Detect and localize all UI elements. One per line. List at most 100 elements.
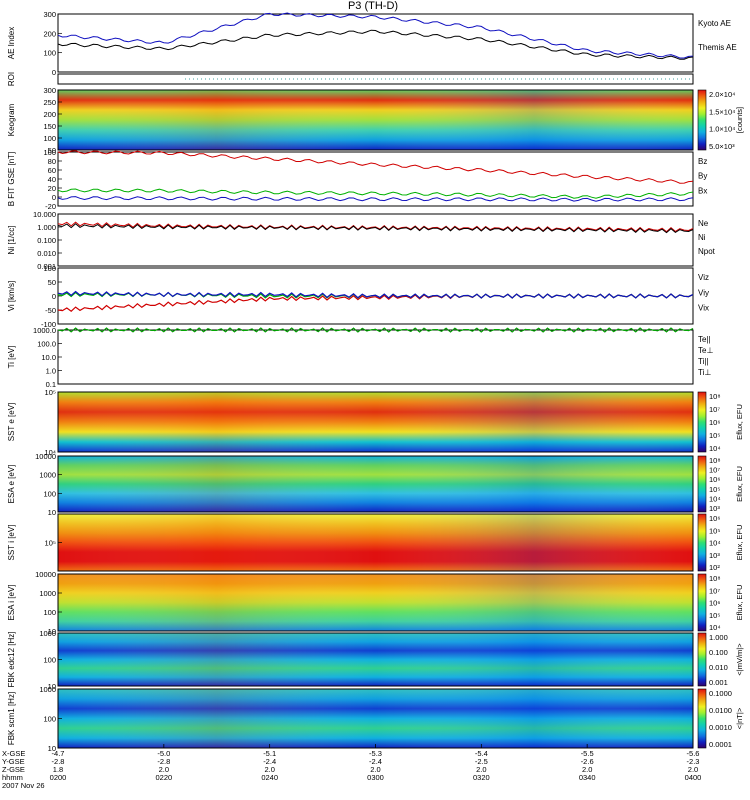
y-tick-label: 100 (43, 148, 56, 157)
colorbar-tick: 1.5×10⁴ (709, 107, 735, 116)
colorbar-title: <|mV/m|> (735, 643, 744, 676)
y-tick-label: 10.000 (33, 210, 56, 219)
y-tick-label: 150 (43, 122, 56, 131)
y-tick-label: 10 (48, 682, 56, 691)
spectrogram-shade-fbke (58, 633, 693, 686)
panel-frame (57, 213, 694, 267)
panel-fbkb: 0.1000 0.0100 0.0010 0.0001 <|nT|> FBK scm1 [… (7, 685, 744, 753)
colorbar-ssti (697, 513, 707, 572)
colorbar-tick: 0.100 (709, 648, 728, 657)
chart-bfit (57, 150, 694, 202)
panel-ssti: 10⁶ 10⁵ 10⁴ 10³ 10² Eflux, EFU SST i [eV] 10⁵ (7, 513, 744, 572)
panel-sste: 10⁸ 10⁷ 10⁶ 10⁵ 10⁴ Eflux, EFU SST e [eV] 10⁴ 10… (7, 388, 744, 457)
panel-fbke: 1.000 0.100 0.010 0.001 <|mV/m|> FBK edc12 [H… (7, 629, 744, 691)
y-tick-label: 0.100 (37, 236, 56, 245)
y-tick-label: 0 (52, 292, 56, 301)
colorbar-tick: 2.0×10⁴ (709, 90, 735, 99)
y-tick-label: 50 (48, 278, 56, 287)
y-tick-label: -50 (45, 306, 56, 315)
legend-entry: Kyoto AE (698, 19, 731, 28)
legend-entry: Ne (698, 219, 709, 228)
colorbar-tick: 10⁸ (709, 574, 721, 583)
time-axis-value: -2.8 (52, 757, 65, 766)
legend-entry: Themis AE (698, 43, 737, 52)
y-tick-label: 100 (43, 656, 56, 665)
series-line-kyotoae (57, 12, 694, 59)
colorbar-tick: 10⁵ (709, 485, 720, 494)
panel-ni: Ni [1/cc] 0.001 0.010 0.100 1.000 10.000 Ne Ni N… (7, 210, 716, 271)
y-tick-label: 300 (43, 86, 56, 95)
chart-ae (57, 12, 694, 60)
colorbar-tick: 10⁵ (709, 611, 720, 620)
y-tick-label: 60 (48, 166, 56, 175)
time-axis-value: -2.4 (263, 757, 276, 766)
time-axis-value: 0220 (155, 773, 172, 782)
time-axis-value: -2.5 (475, 757, 488, 766)
legend-entry: Npot (698, 247, 716, 256)
time-axis-value: -2.4 (369, 757, 382, 766)
y-tick-label: 10 (48, 508, 56, 517)
series-line-vix (57, 290, 694, 299)
y-axis-label: FBK scm1 [Hz] (7, 692, 16, 745)
colorbar-tick: 10² (709, 563, 720, 572)
legend-entry: Ni (698, 233, 706, 242)
y-tick-label: 1.0 (46, 367, 56, 376)
y-tick-label: 100 (43, 715, 56, 724)
y-axis-label: Vi [km/s] (7, 281, 16, 312)
legend-entry: By (698, 172, 707, 181)
colorbar-tick: 10⁴ (709, 539, 721, 548)
y-tick-label: 0 (52, 68, 56, 77)
colorbar-title: <|nT|> (735, 707, 744, 729)
y-axis-label: SST i [eV] (7, 525, 16, 561)
panel-vi: Vi [km/s] -100 -50 0 50 100 Viz Viy Vix (7, 264, 709, 329)
y-tick-label: 1.000 (37, 223, 56, 232)
y-axis-label: Ti [eV] (7, 346, 16, 369)
legend-entry: Te⊥ (698, 346, 713, 355)
date-label: 2007 Nov 26 (2, 781, 45, 790)
series-line-themisae (57, 29, 694, 60)
y-axis-label: ESA i [eV] (7, 584, 16, 620)
colorbar-esai (697, 573, 707, 632)
series-line-bx (57, 196, 694, 202)
colorbar-tick: 10⁶ (709, 475, 720, 484)
y-tick-label: 1000.0 (33, 326, 56, 335)
chart-ni (57, 221, 694, 234)
time-axis-value: -5.3 (369, 749, 382, 758)
colorbar-tick: 0.0010 (709, 723, 732, 732)
y-tick-label: -20 (45, 202, 56, 211)
y-axis-label: Keogram (7, 103, 16, 136)
colorbar-tick: 10⁷ (709, 466, 720, 475)
panel-frame (57, 573, 694, 632)
time-axis-value: -2.8 (157, 757, 170, 766)
time-axis-value: 2.0 (688, 765, 698, 774)
y-tick-label: 10000 (35, 570, 56, 579)
time-axis-value: -5.6 (687, 749, 700, 758)
y-tick-label: 10 (48, 744, 56, 753)
time-axis-value: -5.0 (157, 749, 170, 758)
y-axis-label: FBK edc12 [Hz] (7, 631, 16, 687)
time-axis-value: -4.7 (52, 749, 65, 758)
chart-ti (57, 327, 694, 333)
y-tick-label: 100 (43, 264, 56, 273)
time-axis-row-label: Z-GSE (2, 765, 25, 774)
colorbar-fbke (697, 632, 707, 687)
colorbar-tick: 0.0100 (709, 706, 732, 715)
series-line-ti (57, 327, 694, 333)
colorbar-fbkb (697, 688, 707, 749)
colorbar-tick: 10⁷ (709, 586, 720, 595)
time-axis-value: 0240 (261, 773, 278, 782)
time-axis-row-label: Y-GSE (2, 757, 25, 766)
colorbar-tick: 1.000 (709, 633, 728, 642)
colorbar-tick: 0.001 (709, 678, 728, 687)
y-tick-label: 1000 (39, 629, 56, 638)
y-tick-label: 300 (43, 10, 56, 19)
colorbar-tick: 10³ (709, 504, 720, 513)
spectrogram-shade-sste (58, 392, 693, 452)
y-tick-label: 1000 (39, 685, 56, 694)
time-axis-value: 1.8 (53, 765, 63, 774)
colorbar-keogram (697, 89, 707, 151)
